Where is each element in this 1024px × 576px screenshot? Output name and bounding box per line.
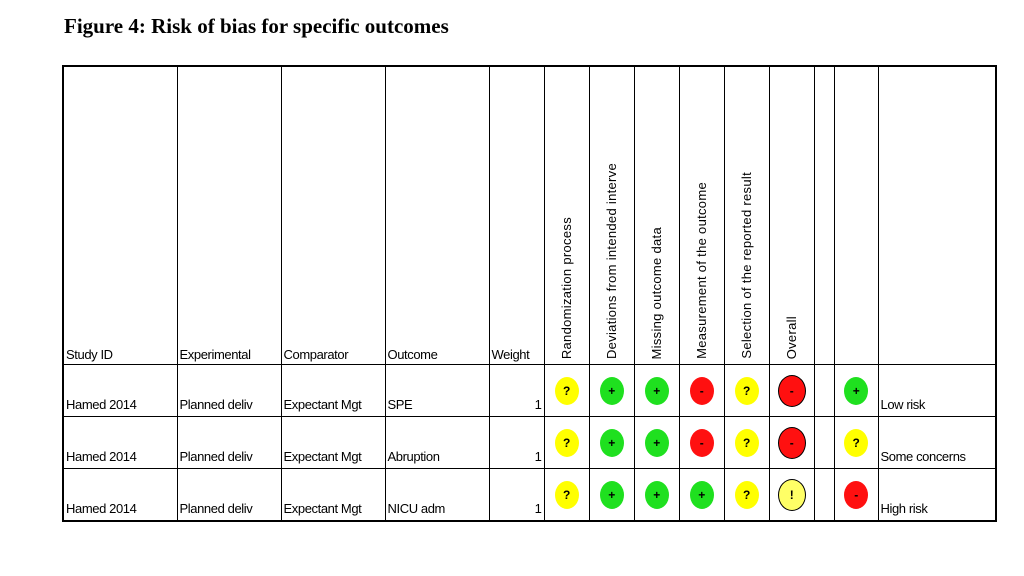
- study-cell: 1: [488, 364, 545, 417]
- domain-header: Missing outcome data: [633, 65, 680, 365]
- domain-label: Deviations from intended interve: [604, 162, 619, 359]
- study-cell: Hamed 2014: [62, 468, 178, 522]
- column-header: Outcome: [384, 65, 490, 365]
- domain-label: Selection of the reported result: [739, 172, 754, 359]
- judgment-dot: -: [777, 374, 806, 407]
- column-header: Experimental: [176, 65, 282, 365]
- study-cell: Planned deliv: [176, 364, 282, 417]
- legend-header: [877, 65, 997, 365]
- study-cell: Planned deliv: [176, 416, 282, 469]
- spacer-cell: [813, 416, 835, 469]
- judgment-cell: -: [678, 416, 725, 469]
- domain-header: Overall: [768, 65, 815, 365]
- judgment-dot: ?: [734, 428, 759, 457]
- judgment-cell: -: [678, 364, 725, 417]
- column-header: Comparator: [280, 65, 386, 365]
- judgment-dot: +: [644, 376, 669, 405]
- judgment-cell: +: [633, 364, 680, 417]
- judgment-cell: -: [833, 468, 879, 522]
- legend-label: Some concerns: [877, 416, 997, 469]
- judgment-dot: -: [777, 426, 806, 459]
- legend-label: Low risk: [877, 364, 997, 417]
- domain-label: Randomization process: [559, 216, 574, 359]
- figure-title: Figure 4: Risk of bias for specific outc…: [64, 14, 449, 38]
- spacer-cell: [813, 364, 835, 417]
- study-cell: 1: [488, 416, 545, 469]
- study-cell: Hamed 2014: [62, 364, 178, 417]
- judgment-dot: -: [689, 376, 714, 405]
- domain-label: Measurement of the outcome: [694, 182, 709, 359]
- study-cell: Abruption: [384, 416, 490, 469]
- judgment-cell: +: [633, 468, 680, 522]
- judgment-cell: ?: [723, 416, 770, 469]
- judgment-dot: +: [599, 428, 624, 457]
- domain-label: Missing outcome data: [649, 226, 664, 359]
- judgment-dot: ?: [554, 376, 579, 405]
- judgment-cell: !: [768, 468, 815, 522]
- judgment-cell: +: [833, 364, 879, 417]
- judgment-cell: ?: [723, 364, 770, 417]
- study-cell: 1: [488, 468, 545, 522]
- judgment-dot: ?: [734, 376, 759, 405]
- judgment-dot: -: [689, 428, 714, 457]
- judgment-cell: +: [588, 468, 635, 522]
- judgment-cell: +: [678, 468, 725, 522]
- study-cell: Expectant Mgt: [280, 468, 386, 522]
- legend-header: [833, 65, 879, 365]
- domain-header: Measurement of the outcome: [678, 65, 725, 365]
- spacer-cell: [813, 65, 835, 365]
- judgment-dot: ?: [554, 428, 579, 457]
- study-cell: SPE: [384, 364, 490, 417]
- legend-label: High risk: [877, 468, 997, 522]
- judgment-dot: ?: [554, 480, 579, 509]
- judgment-dot: +: [844, 376, 868, 405]
- study-row: Hamed 2014 Planned deliv Expectant Mgt Abru…: [62, 416, 997, 469]
- study-cell: Expectant Mgt: [280, 364, 386, 417]
- judgment-cell: -: [768, 416, 815, 469]
- judgment-dot: +: [644, 428, 669, 457]
- judgment-cell: ?: [723, 468, 770, 522]
- spacer-cell: [813, 468, 835, 522]
- domain-label: Overall: [784, 315, 799, 359]
- column-header: Study ID: [62, 65, 178, 365]
- study-cell: Expectant Mgt: [280, 416, 386, 469]
- judgment-dot: !: [777, 478, 806, 511]
- domain-header: Selection of the reported result: [723, 65, 770, 365]
- judgment-cell: +: [588, 364, 635, 417]
- judgment-cell: ?: [833, 416, 879, 469]
- domain-header: Randomization process: [543, 65, 590, 365]
- judgment-cell: +: [588, 416, 635, 469]
- judgment-cell: ?: [543, 364, 590, 417]
- judgment-dot: ?: [734, 480, 759, 509]
- study-cell: Hamed 2014: [62, 416, 178, 469]
- study-row: Hamed 2014 Planned deliv Expectant Mgt SPE 1…: [62, 364, 997, 417]
- study-cell: Planned deliv: [176, 468, 282, 522]
- judgment-dot: +: [599, 480, 624, 509]
- column-header: Weight: [488, 65, 545, 365]
- judgment-cell: +: [633, 416, 680, 469]
- judgment-dot: +: [599, 376, 624, 405]
- risk-table: Study ID Experimental Comparator Outcome Wei…: [62, 65, 997, 522]
- judgment-cell: ?: [543, 416, 590, 469]
- study-row: Hamed 2014 Planned deliv Expectant Mgt NICU…: [62, 468, 997, 522]
- judgment-dot: ?: [844, 428, 868, 457]
- judgment-dot: -: [844, 480, 868, 509]
- study-cell: NICU adm: [384, 468, 490, 522]
- domain-header: Deviations from intended interve: [588, 65, 635, 365]
- judgment-cell: ?: [543, 468, 590, 522]
- judgment-dot: +: [689, 480, 714, 509]
- judgment-dot: +: [644, 480, 669, 509]
- judgment-cell: -: [768, 364, 815, 417]
- header-row: Study ID Experimental Comparator Outcome Wei…: [62, 65, 997, 365]
